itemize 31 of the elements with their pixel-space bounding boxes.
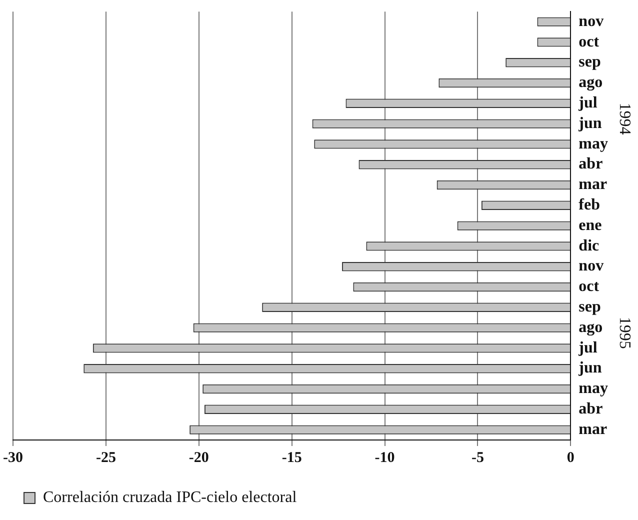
legend-label: Correlación cruzada IPC-cielo electoral <box>43 489 298 506</box>
x-tick-label: -30 <box>3 450 23 466</box>
y-tick-label: dic <box>578 237 600 254</box>
y-tick-label: ene <box>578 216 602 234</box>
y-tick-label: feb <box>578 196 600 214</box>
y-tick-label: abr <box>578 156 603 173</box>
text: 1994 <box>616 102 633 135</box>
text: 1995 <box>616 316 633 349</box>
y-tick-label: abr <box>578 400 603 418</box>
y-tick-label: sep <box>578 54 601 71</box>
y-tick-label: may <box>578 380 608 398</box>
y-tick-label: oct <box>578 33 600 50</box>
x-tick-label: -15 <box>282 450 302 466</box>
x-tick-label: -20 <box>188 450 209 466</box>
y-tick-label: nov <box>578 12 604 30</box>
y-tick-label: mar <box>578 420 608 438</box>
x-tick-label: -10 <box>374 450 395 466</box>
y-tick-label: jul <box>578 94 598 112</box>
y-tick-label: jun <box>578 114 602 132</box>
y-tick-label: oct <box>578 278 600 296</box>
y-tick-label: sep <box>578 298 601 316</box>
y-tick-label: ago <box>578 74 603 92</box>
y-tick-label: nov <box>578 258 604 275</box>
y-tick-label: jun <box>578 360 602 377</box>
x-tick-label: -25 <box>96 450 116 466</box>
x-tick-label: -5 <box>471 450 484 466</box>
x-tick-label: 0 <box>566 450 574 466</box>
y-tick-label: mar <box>578 176 608 194</box>
y-tick-label: may <box>578 135 608 152</box>
y-tick-label: ago <box>578 318 603 336</box>
y-tick-label: jul <box>578 339 598 356</box>
